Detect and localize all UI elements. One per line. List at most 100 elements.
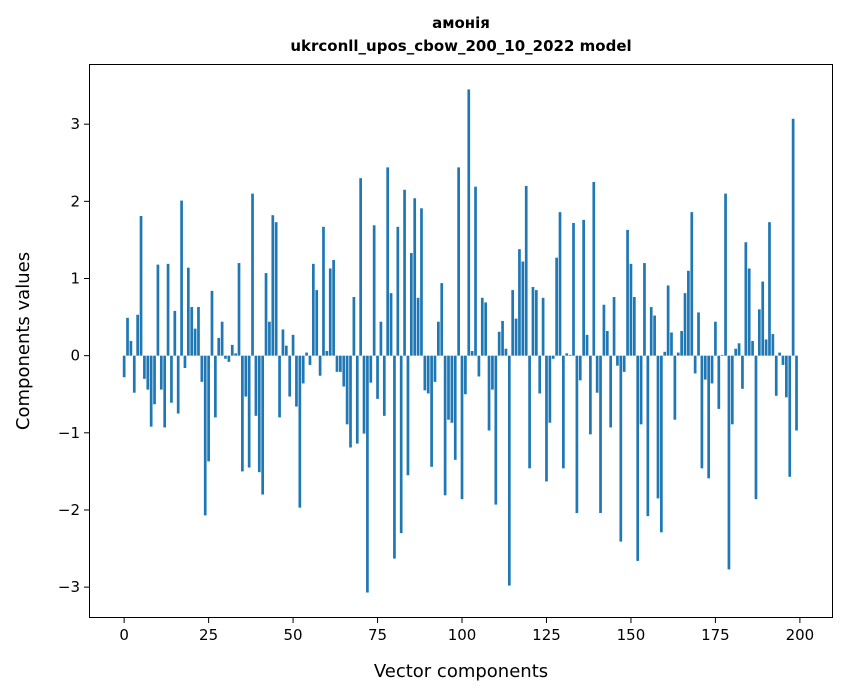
- bar-192: [771, 334, 775, 356]
- bar-40: [257, 355, 261, 473]
- bar-80: [393, 355, 396, 559]
- bar-147: [619, 355, 623, 542]
- bar-131: [565, 353, 569, 356]
- bar-196: [785, 355, 788, 398]
- bar-12: [163, 355, 167, 428]
- bar-189: [761, 281, 765, 356]
- bar-4: [136, 314, 139, 356]
- chart-subtitle: ukrconll_upos_cbow_200_10_2022 model: [290, 37, 631, 55]
- chart-title: амонія: [432, 14, 490, 32]
- bar-10: [156, 264, 160, 356]
- bar-47: [281, 329, 285, 356]
- bar-54: [305, 352, 308, 356]
- y-tick-label: 2: [70, 192, 80, 210]
- bar-126: [548, 355, 552, 423]
- bar-175: [714, 321, 717, 356]
- bar-68: [352, 297, 356, 356]
- bar-162: [670, 332, 673, 356]
- bar-56: [312, 263, 315, 356]
- bar-85: [409, 253, 413, 356]
- bar-185: [747, 268, 751, 356]
- bars-group: [122, 89, 798, 593]
- bar-70: [359, 178, 362, 356]
- bar-178: [724, 193, 727, 356]
- bar-82: [399, 355, 403, 534]
- bar-127: [551, 355, 555, 359]
- bar-32: [230, 344, 234, 356]
- bar-197: [788, 355, 792, 477]
- bar-183: [741, 355, 744, 389]
- bar-190: [764, 339, 768, 356]
- bar-21: [193, 328, 197, 356]
- bar-182: [737, 343, 741, 356]
- bar-5: [139, 216, 143, 356]
- bar-163: [673, 355, 677, 420]
- bar-62: [332, 259, 335, 356]
- bar-67: [349, 355, 352, 448]
- bar-138: [589, 355, 592, 435]
- bar-6: [143, 355, 146, 379]
- bar-86: [413, 198, 417, 356]
- bar-66: [345, 355, 349, 425]
- bar-199: [795, 355, 798, 431]
- bar-35: [241, 355, 244, 472]
- bar-37: [247, 355, 251, 468]
- bar-94: [440, 283, 444, 356]
- bar-164: [676, 352, 680, 356]
- bar-98: [453, 355, 457, 460]
- bar-23: [200, 355, 204, 382]
- bar-151: [632, 297, 636, 356]
- bar-73: [369, 355, 373, 383]
- bar-52: [298, 355, 302, 508]
- bar-115: [511, 290, 515, 356]
- bar-3: [132, 355, 136, 393]
- bar-155: [646, 355, 650, 517]
- bar-61: [328, 268, 332, 356]
- bar-2: [129, 341, 133, 356]
- bar-89: [423, 355, 427, 391]
- bar-169: [693, 355, 697, 374]
- bar-48: [284, 345, 288, 356]
- bar-120: [528, 355, 531, 469]
- bar-194: [778, 352, 781, 356]
- y-tick-label: −3: [58, 578, 80, 596]
- bar-102: [467, 89, 471, 356]
- bar-173: [707, 355, 711, 479]
- y-tick-label: −1: [58, 424, 80, 442]
- bar-112: [501, 320, 504, 356]
- bar-72: [366, 355, 369, 593]
- bar-77: [382, 355, 386, 416]
- x-tick-label: 75: [368, 626, 387, 644]
- bar-44: [271, 215, 275, 356]
- plot-frame: [89, 64, 833, 618]
- bar-1: [126, 317, 129, 356]
- bar-111: [497, 331, 501, 356]
- bar-129: [558, 212, 562, 356]
- bar-188: [757, 309, 761, 356]
- bar-90: [426, 355, 430, 394]
- bar-135: [578, 355, 582, 381]
- bar-107: [484, 302, 488, 356]
- bar-177: [720, 354, 724, 356]
- bar-93: [437, 321, 440, 356]
- bar-106: [480, 297, 484, 356]
- bar-50: [291, 334, 295, 356]
- bar-7: [146, 355, 150, 390]
- x-tick-label: 50: [284, 626, 303, 644]
- bar-9: [153, 355, 156, 405]
- bar-165: [680, 330, 683, 356]
- bar-148: [622, 355, 626, 372]
- bar-108: [487, 355, 491, 431]
- bar-75: [376, 355, 379, 399]
- bar-121: [531, 286, 535, 356]
- bar-184: [744, 242, 748, 356]
- bar-20: [190, 307, 194, 356]
- bar-27: [214, 355, 217, 418]
- bar-17: [180, 200, 183, 356]
- bar-193: [774, 355, 778, 396]
- bar-128: [555, 257, 558, 356]
- bar-49: [288, 355, 292, 397]
- bar-51: [295, 355, 298, 407]
- bar-136: [582, 219, 585, 356]
- bar-105: [477, 355, 481, 377]
